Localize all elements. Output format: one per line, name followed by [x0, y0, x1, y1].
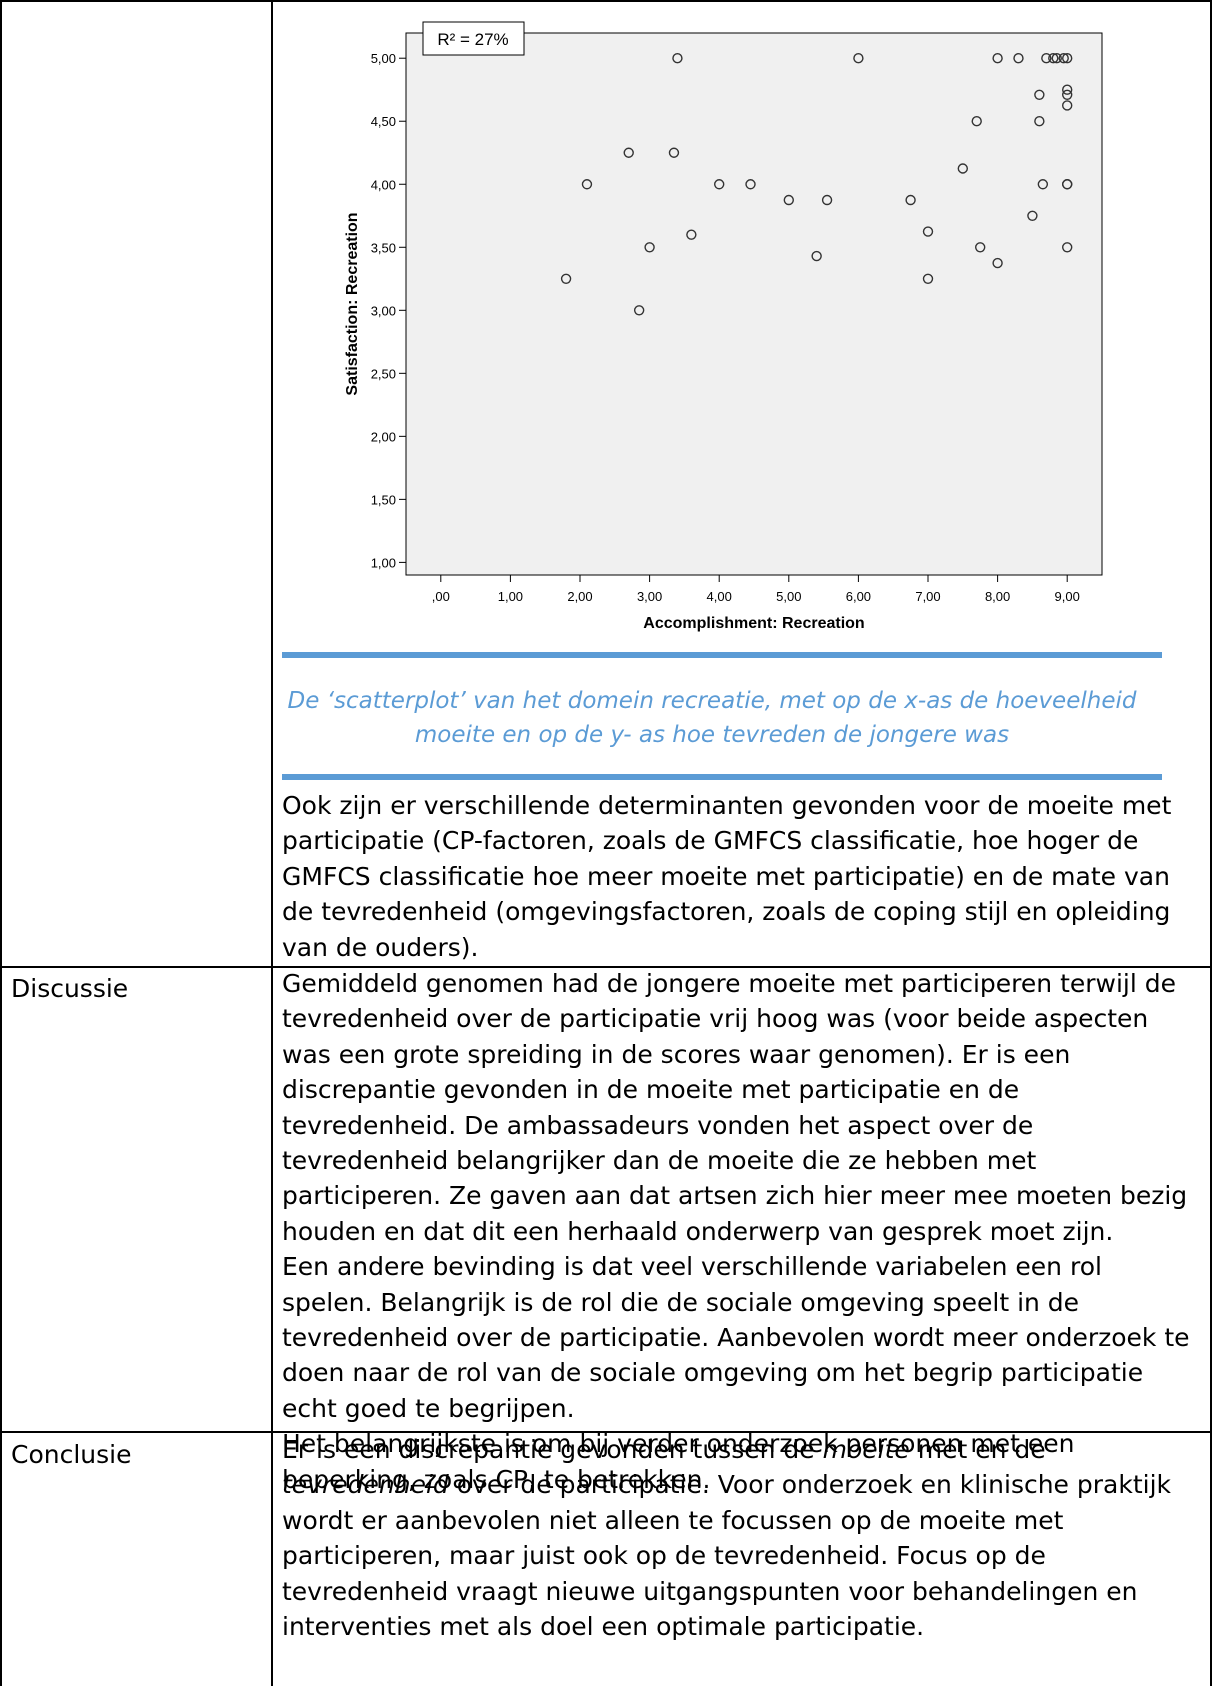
- data-point: [672, 53, 683, 64]
- data-point: [1041, 53, 1052, 64]
- data-point: [992, 257, 1003, 269]
- data-point: [853, 53, 864, 64]
- conclusie-emphasis-moeite: moeite: [822, 1435, 910, 1464]
- data-point: [745, 179, 756, 190]
- data-point: [686, 229, 697, 240]
- data-point: [560, 273, 572, 284]
- y-tick-label: 5,00: [371, 51, 396, 66]
- data-point: [783, 194, 794, 206]
- y-tick-label: 3,50: [371, 240, 396, 255]
- x-tick-label: 4,00: [707, 589, 732, 604]
- y-tick-label: 1,50: [371, 492, 396, 507]
- x-tick-label: 1,00: [498, 589, 523, 604]
- data-point: [957, 163, 968, 174]
- data-point: [623, 147, 634, 158]
- y-tick-label: 4,00: [371, 177, 396, 192]
- row-label-conclusie: Conclusie: [11, 1440, 132, 1469]
- x-tick-label: 7,00: [915, 589, 940, 604]
- data-point: [581, 179, 593, 190]
- data-point: [714, 179, 725, 190]
- y-tick-label: 2,50: [371, 366, 396, 381]
- row-label-discussie: Discussie: [11, 974, 129, 1003]
- y-axis-label: Satisfaction: Recreation: [344, 212, 361, 395]
- figure-caption: De ‘scatterplot’ van het domein recreati…: [287, 688, 1137, 748]
- data-point: [1061, 53, 1073, 64]
- conclusie-text: Er is een discrepantie gevonden tussen d…: [282, 1432, 1200, 1644]
- x-tick-label: 2,00: [567, 589, 592, 604]
- discussie-text: Gemiddeld genomen had de jongere moeite …: [282, 966, 1200, 1497]
- data-point: [971, 116, 982, 127]
- data-point: [1061, 100, 1073, 111]
- plot-area: [405, 32, 1103, 576]
- row-divider-discussie: [0, 966, 1212, 968]
- data-point: [975, 242, 986, 253]
- discussie-paragraph-1: Gemiddeld genomen had de jongere moeite …: [282, 969, 1188, 1246]
- data-point: [1034, 89, 1045, 100]
- caption-rule-bottom: [282, 774, 1162, 780]
- data-point: [1061, 242, 1073, 253]
- x-tick-label: 5,00: [776, 589, 801, 604]
- data-point: [668, 147, 680, 158]
- data-point: [1061, 84, 1073, 95]
- data-point: [1034, 116, 1045, 127]
- data-point: [1061, 89, 1073, 100]
- data-point: [633, 305, 645, 316]
- results-paragraph: Ook zijn er verschillende determinanten …: [282, 791, 1172, 962]
- data-point: [821, 194, 833, 206]
- r-squared-label: R² = 27%: [437, 30, 508, 49]
- row-divider-conclusie: [0, 1431, 1212, 1433]
- x-axis-label: Accomplishment: Recreation: [643, 615, 864, 632]
- x-tick-label: 3,00: [637, 589, 662, 604]
- data-point: [922, 273, 934, 284]
- data-point: [1061, 179, 1073, 190]
- data-point: [1027, 210, 1038, 221]
- conclusie-text-3: over de participatie. Voor onderzoek en …: [282, 1470, 1171, 1642]
- discussie-paragraph-3: Het belangrijkste is om bij verder onder…: [282, 1429, 1075, 1494]
- y-tick-label: 3,00: [371, 303, 396, 318]
- data-point: [905, 194, 916, 206]
- data-point: [811, 250, 822, 262]
- data-point: [992, 53, 1003, 64]
- data-point: [644, 242, 655, 253]
- table-border-right: [1210, 0, 1212, 1686]
- data-point: [1048, 53, 1059, 64]
- x-tick-label: ,00: [432, 589, 450, 604]
- discussie-paragraph-2: Een andere bevinding is dat veel verschi…: [282, 1252, 1190, 1423]
- table-border-top: [0, 0, 1212, 2]
- data-point: [1051, 53, 1062, 64]
- table-column-divider: [271, 0, 273, 1686]
- x-tick-label: 9,00: [1055, 589, 1080, 604]
- y-tick-label: 2,00: [371, 429, 396, 444]
- conclusie-text-1: Er is een discrepantie gevonden tussen d…: [282, 1435, 823, 1464]
- conclusie-emphasis-tevredenheid: tevredenheid: [282, 1470, 449, 1500]
- y-tick-label: 4,50: [371, 114, 396, 129]
- data-point: [1058, 53, 1069, 64]
- y-tick-label: 1,00: [371, 555, 396, 570]
- x-tick-label: 8,00: [985, 589, 1010, 604]
- data-point: [922, 226, 934, 237]
- caption-rule-top: [282, 652, 1162, 658]
- data-point: [1013, 53, 1024, 64]
- scatter-chart: 1,00 1,50 2,00 2,50 3,00 3,50 4,00 4,50 5,00 ,00 1…: [344, 21, 1103, 632]
- table-border-left: [0, 0, 2, 1686]
- r-squared-box: R² = 27%: [422, 21, 525, 56]
- conclusie-text-2: met en de: [909, 1435, 1046, 1464]
- data-point: [1037, 179, 1049, 190]
- x-tick-label: 6,00: [846, 589, 871, 604]
